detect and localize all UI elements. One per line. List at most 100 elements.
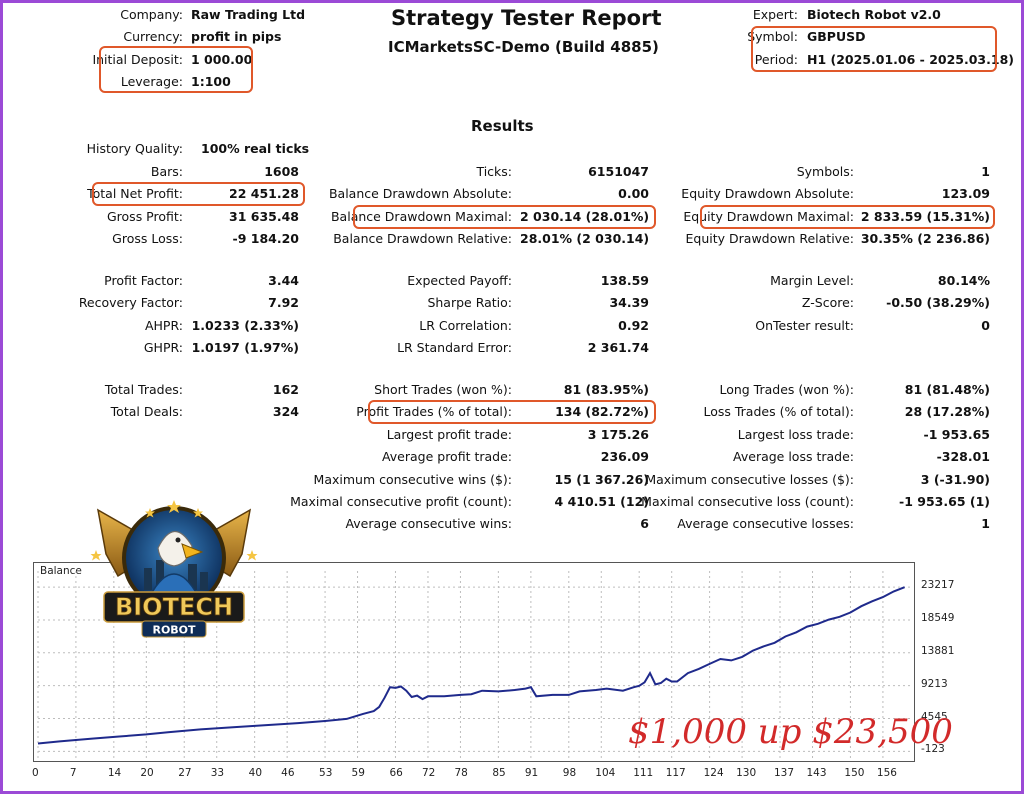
x-tick-label: 111 <box>633 767 654 779</box>
stat-label: Largest profit trade: <box>386 427 512 442</box>
stat-label: Short Trades (won %): <box>374 382 512 397</box>
balance-chart-plot <box>37 571 910 759</box>
stat-value: 1 <box>981 164 990 179</box>
stat-label: OnTester result: <box>755 318 854 333</box>
x-tick-label: 104 <box>595 767 616 779</box>
stat-value: 7.92 <box>268 295 299 310</box>
stat-value: 3 175.26 <box>587 427 649 442</box>
stat-value: 236.09 <box>600 449 649 464</box>
stat-label: Largest loss trade: <box>737 427 854 442</box>
stat-value: 2 833.59 (15.31%) <box>860 209 990 224</box>
report-subtitle: ICMarketsSC-Demo (Build 4885) <box>388 38 659 56</box>
stat-label: Total Trades: <box>104 382 183 397</box>
stat-value: 1608 <box>264 164 299 179</box>
x-tick-label: 124 <box>703 767 724 779</box>
stat-label: Average profit trade: <box>381 449 512 464</box>
stat-label: Maximal consecutive profit (count): <box>290 494 512 509</box>
company-label: Company: <box>120 7 183 22</box>
stat-label: LR Standard Error: <box>397 340 512 355</box>
history-quality-value: 100% real ticks <box>201 141 310 156</box>
stat-label: Maximal consecutive loss (count): <box>641 494 854 509</box>
logo-subword: ROBOT <box>152 624 196 637</box>
stat-label: AHPR: <box>144 318 183 333</box>
symbol-label: Symbol: <box>747 29 798 44</box>
x-tick-label: 40 <box>248 767 263 779</box>
stat-value: 80.14% <box>937 273 990 288</box>
period-label: Period: <box>754 52 798 67</box>
stat-value: 0.92 <box>618 318 649 333</box>
x-tick-label: 7 <box>69 767 77 779</box>
stat-label: Average consecutive wins: <box>345 516 512 531</box>
x-tick-label: 91 <box>524 767 539 779</box>
period-value: H1 (2025.01.06 - 2025.03.18) <box>807 52 1014 67</box>
initial-deposit-label: Initial Deposit: <box>92 52 183 67</box>
stat-label: Expected Payoff: <box>407 273 512 288</box>
x-tick-label: 98 <box>562 767 577 779</box>
x-tick-label: 0 <box>32 767 39 779</box>
x-tick-label: 46 <box>281 767 295 779</box>
x-tick-label: 78 <box>454 767 468 779</box>
stat-label: Total Net Profit: <box>87 186 183 201</box>
stat-value: 134 (82.72%) <box>555 404 649 419</box>
stat-label: LR Correlation: <box>419 318 512 333</box>
stat-value: -1 953.65 <box>923 427 990 442</box>
stat-label: Maximum consecutive wins ($): <box>313 472 512 487</box>
x-tick-label: 53 <box>319 767 333 779</box>
balance-series-line <box>37 586 905 745</box>
y-tick-label: 13881 <box>921 644 955 657</box>
y-tick-label: 4545 <box>921 710 948 723</box>
symbol-value: GBPUSD <box>807 29 866 44</box>
y-tick-label: 9213 <box>921 677 948 690</box>
x-tick-label: 85 <box>492 767 506 779</box>
x-tick-label: 143 <box>806 767 827 779</box>
x-tick-label: 117 <box>665 767 686 779</box>
stat-value: -0.50 (38.29%) <box>886 295 990 310</box>
stat-label: Average loss trade: <box>733 449 854 464</box>
stat-value: 3.44 <box>268 273 299 288</box>
stat-value: 162 <box>272 382 299 397</box>
stat-value: 34.39 <box>609 295 649 310</box>
stat-label: Z-Score: <box>801 295 854 310</box>
stat-label: Maximum consecutive losses ($): <box>645 472 854 487</box>
stat-label: Profit Factor: <box>104 273 183 288</box>
x-tick-label: 72 <box>421 767 436 779</box>
stat-label: Balance Drawdown Maximal: <box>330 209 512 224</box>
stat-value: 1.0197 (1.97%) <box>191 340 299 355</box>
stat-value: 123.09 <box>941 186 990 201</box>
stat-value: 15 (1 367.26) <box>554 472 649 487</box>
logo-wordmark: BIOTECH <box>115 593 233 621</box>
stat-label: Symbols: <box>796 164 854 179</box>
stat-label: Loss Trades (% of total): <box>703 404 854 419</box>
x-tick-label: 137 <box>774 767 795 779</box>
stat-value: 324 <box>272 404 299 419</box>
stat-label: Equity Drawdown Maximal: <box>683 209 854 224</box>
stat-value: 0.00 <box>618 186 649 201</box>
equity-drawdown-highlight-box <box>700 205 995 229</box>
y-tick-label: -123 <box>921 743 945 756</box>
chart-title: Balance <box>40 565 82 577</box>
leverage-label: Leverage: <box>120 74 183 89</box>
stat-label: Gross Loss: <box>112 231 183 246</box>
stat-value: -1 953.65 (1) <box>899 494 990 509</box>
x-tick-label: 14 <box>107 767 122 779</box>
report-title: Strategy Tester Report <box>391 6 662 30</box>
stat-value: 2 361.74 <box>587 340 649 355</box>
currency-value: profit in pips <box>191 29 282 44</box>
profit-overlay-caption: $1,000 up $23,500 <box>628 712 953 752</box>
y-tick-label: 23217 <box>921 579 955 592</box>
leverage-value: 1:100 <box>191 74 231 89</box>
stat-label: Margin Level: <box>770 273 854 288</box>
stat-value: 1.0233 (2.33%) <box>191 318 299 333</box>
x-tick-label: 130 <box>736 767 757 779</box>
x-tick-label: 27 <box>178 767 192 779</box>
stat-label: Recovery Factor: <box>78 295 183 310</box>
net-profit-highlight-box <box>92 182 305 206</box>
stat-value: 6 <box>640 516 649 531</box>
x-tick-label: 59 <box>351 767 365 779</box>
stat-value: 22 451.28 <box>229 186 299 201</box>
initial-deposit-value: 1 000.00 <box>191 52 253 67</box>
expert-label: Expert: <box>752 7 798 22</box>
expert-value: Biotech Robot v2.0 <box>807 7 941 22</box>
stat-label: Balance Drawdown Relative: <box>333 231 512 246</box>
